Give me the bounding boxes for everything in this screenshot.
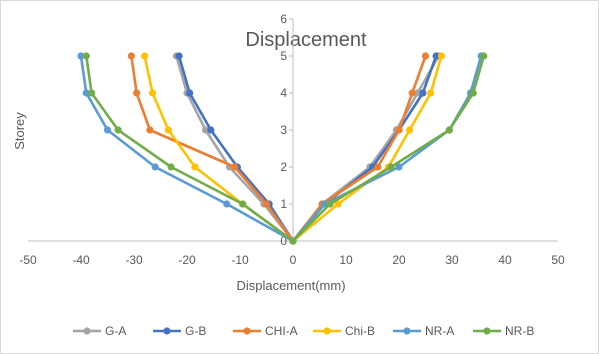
data-point — [395, 163, 403, 171]
x-tick-label: 30 — [445, 253, 459, 267]
y-tick-labels: 0 1 2 3 4 5 6 — [280, 12, 287, 248]
data-point — [374, 163, 382, 171]
grid-layer — [289, 18, 293, 242]
data-point — [207, 126, 215, 134]
x-tick-label: 10 — [339, 253, 353, 267]
data-point — [231, 163, 239, 171]
y-tick-label: 3 — [280, 123, 287, 137]
data-point — [82, 89, 90, 97]
data-point — [164, 126, 173, 134]
y-tick-label: 0 — [280, 234, 287, 248]
data-point — [133, 89, 141, 97]
data-point — [191, 163, 199, 171]
series-nr-b — [82, 52, 488, 245]
y-tick-label: 2 — [280, 160, 287, 174]
data-point — [239, 200, 247, 208]
x-tick-label: -30 — [125, 253, 143, 267]
x-tick-label: 0 — [290, 253, 297, 267]
data-point — [186, 89, 194, 97]
legend-label: G-A — [105, 324, 126, 338]
data-point — [262, 200, 271, 208]
legend-item: CHI-A — [233, 324, 298, 338]
data-point — [146, 126, 154, 134]
x-axis-title: Displacement(mm) — [236, 278, 345, 293]
data-point — [114, 126, 122, 134]
x-tick-label: -50 — [19, 253, 37, 267]
data-point — [432, 52, 440, 60]
data-point — [387, 163, 395, 171]
data-point — [406, 126, 414, 134]
legend-label: NR-B — [505, 324, 534, 338]
data-point — [289, 237, 297, 245]
data-point — [82, 52, 90, 60]
data-point — [427, 89, 435, 97]
series-chi-a — [127, 52, 430, 245]
legend-swatch-marker — [83, 327, 91, 335]
legend-label: CHI-A — [265, 324, 298, 338]
data-point — [148, 89, 157, 97]
series-line-right — [291, 54, 443, 243]
data-point — [421, 52, 430, 60]
legend-item: Chi-B — [313, 324, 375, 338]
data-point — [469, 89, 477, 97]
series-g-a — [172, 52, 443, 245]
data-point — [413, 89, 422, 97]
legend-swatch-marker — [163, 327, 171, 335]
series-line-left — [79, 54, 295, 243]
data-point — [167, 163, 175, 171]
data-point — [103, 126, 112, 134]
plot-area — [77, 52, 488, 245]
legend-item: NR-B — [473, 324, 534, 338]
data-point — [77, 52, 85, 60]
series-line-left — [85, 54, 295, 243]
x-tick-label: 50 — [551, 253, 565, 267]
series-line-right — [291, 54, 427, 243]
data-point — [141, 52, 149, 60]
legend-swatch-marker — [403, 327, 411, 335]
data-point — [127, 52, 135, 60]
legend-swatch-marker — [323, 327, 331, 335]
data-point — [175, 52, 183, 60]
series-line-left — [177, 54, 295, 243]
x-tick-labels: -50 -40 -30 -20 -10 0 10 20 30 40 50 — [19, 253, 565, 267]
legend: G-A G-B CHI-A Chi-B NR-A NR-B — [73, 324, 534, 338]
data-point — [223, 200, 231, 208]
data-point — [395, 126, 403, 134]
data-point — [334, 200, 342, 208]
series-line-left — [130, 54, 295, 243]
y-tick-label: 5 — [280, 49, 287, 63]
data-point — [437, 52, 445, 60]
x-tick-label: -40 — [72, 253, 90, 267]
series-line-left — [175, 54, 295, 243]
legend-swatch-marker — [243, 327, 251, 335]
legend-swatch-marker — [483, 327, 491, 335]
y-tick-label: 1 — [280, 197, 287, 211]
legend-item: G-B — [153, 324, 206, 338]
legend-label: Chi-B — [345, 324, 375, 338]
x-tick-label: 40 — [498, 253, 512, 267]
y-tick-label: 6 — [280, 12, 287, 26]
series-line-right — [291, 54, 486, 243]
x-tick-label: 20 — [392, 253, 406, 267]
y-tick-label: 4 — [280, 86, 287, 100]
data-point — [201, 126, 210, 134]
data-point — [445, 126, 453, 134]
data-point — [88, 89, 96, 97]
data-point — [326, 200, 334, 208]
chart-title: Displacement — [245, 29, 367, 51]
series-line-right — [291, 54, 483, 243]
legend-item: G-A — [73, 324, 126, 338]
data-point — [480, 52, 488, 60]
y-axis-title: Storey — [12, 112, 27, 150]
x-tick-label: -10 — [231, 253, 249, 267]
data-point — [408, 89, 416, 97]
legend-label: NR-A — [425, 324, 454, 338]
legend-item: NR-A — [393, 324, 454, 338]
data-point — [419, 89, 427, 97]
x-tick-label: -20 — [178, 253, 196, 267]
legend-label: G-B — [185, 324, 206, 338]
data-point — [151, 163, 159, 171]
